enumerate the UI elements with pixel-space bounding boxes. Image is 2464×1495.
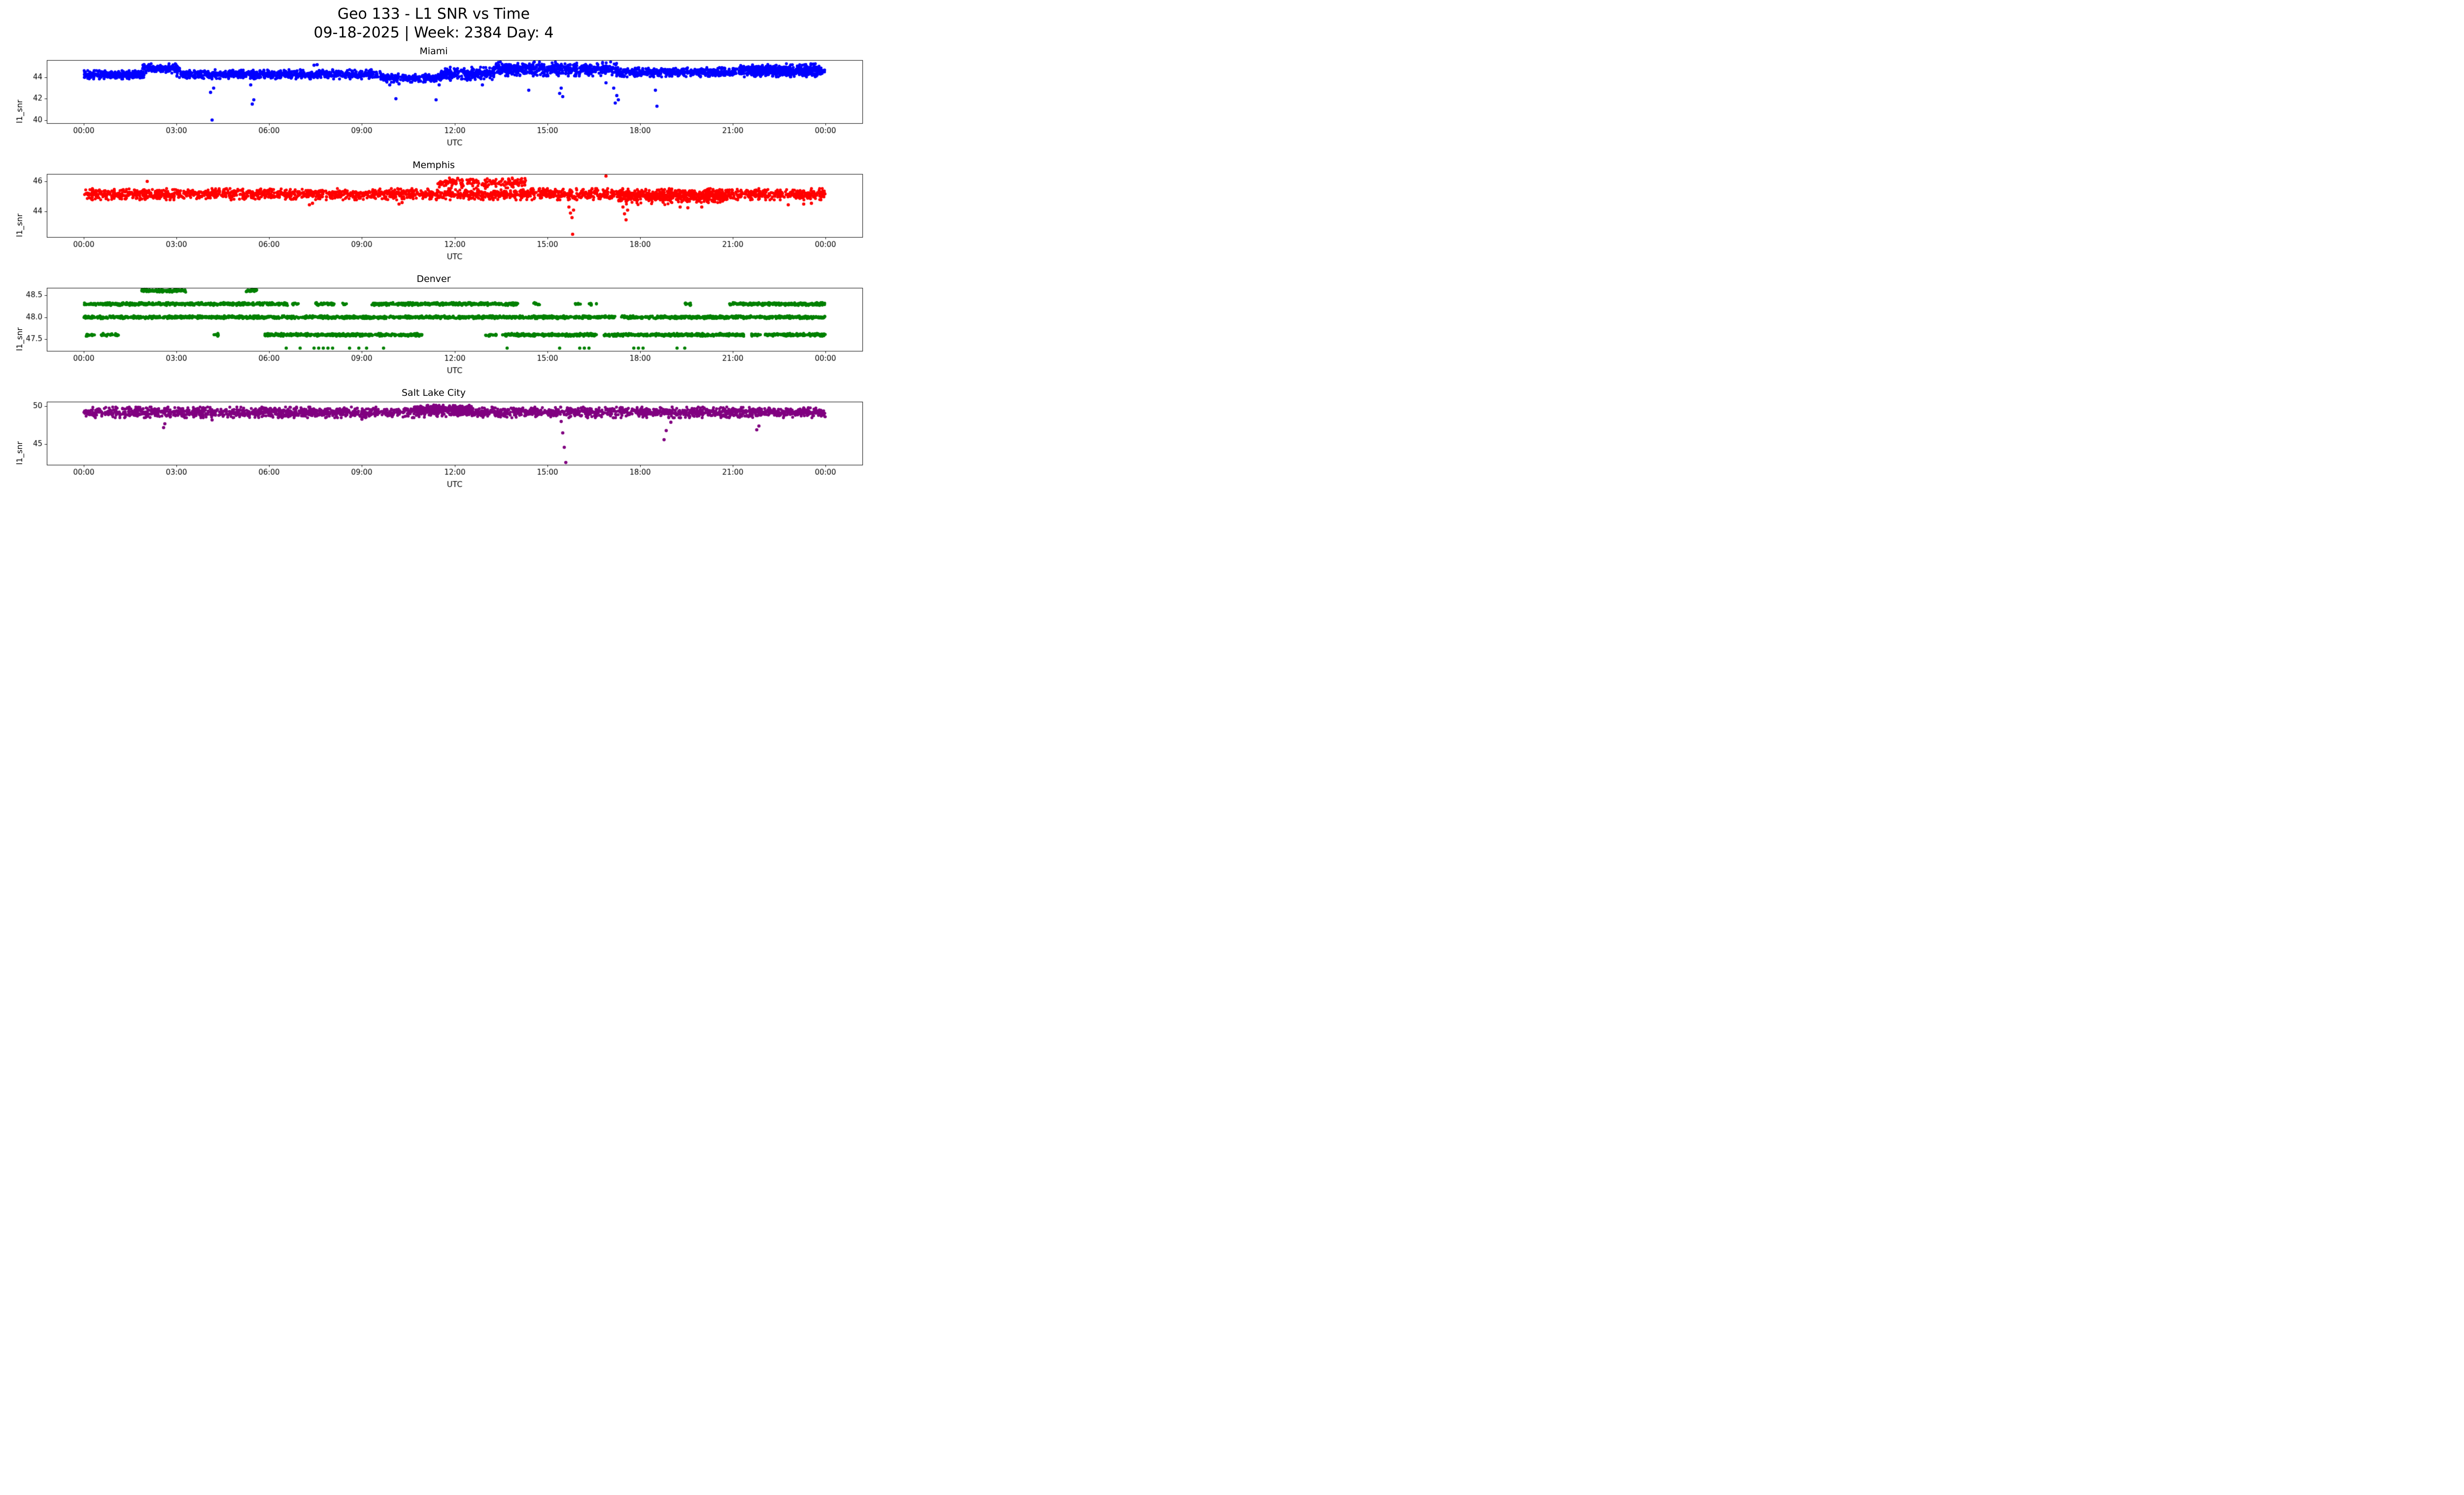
subplot-title-salt-lake-city: Salt Lake City bbox=[402, 387, 466, 398]
subplot-title-memphis: Memphis bbox=[412, 160, 455, 171]
y-axis-label-denver: l1_snr bbox=[15, 327, 24, 351]
plot-canvas-memphis bbox=[0, 172, 867, 266]
plots-container: Miami l1_snr Memphis l1_snr Denver l1_snr Salt… bbox=[0, 46, 867, 493]
subplot-title-denver: Denver bbox=[416, 274, 451, 284]
y-axis-label-salt-lake-city: l1_snr bbox=[15, 441, 24, 465]
plot-area-salt-lake-city: l1_snr bbox=[0, 400, 867, 493]
subplot-salt-lake-city: Salt Lake City l1_snr bbox=[0, 387, 867, 493]
plot-area-miami: l1_snr bbox=[0, 58, 867, 152]
y-axis-label-memphis: l1_snr bbox=[15, 213, 24, 237]
subplot-title-miami: Miami bbox=[419, 46, 448, 57]
plot-canvas-denver bbox=[0, 286, 867, 380]
figure-title: Geo 133 - L1 SNR vs Time bbox=[337, 5, 530, 23]
y-axis-label-miami: l1_snr bbox=[15, 100, 24, 123]
plot-area-denver: l1_snr bbox=[0, 286, 867, 380]
figure-subtitle: 09-18-2025 | Week: 2384 Day: 4 bbox=[313, 24, 554, 41]
subplot-denver: Denver l1_snr bbox=[0, 274, 867, 380]
plot-area-memphis: l1_snr bbox=[0, 172, 867, 266]
plot-canvas-miami bbox=[0, 58, 867, 152]
figure: Geo 133 - L1 SNR vs Time 09-18-2025 | We… bbox=[0, 0, 867, 498]
subplot-miami: Miami l1_snr bbox=[0, 46, 867, 152]
subplot-memphis: Memphis l1_snr bbox=[0, 160, 867, 266]
plot-canvas-salt-lake-city bbox=[0, 400, 867, 493]
